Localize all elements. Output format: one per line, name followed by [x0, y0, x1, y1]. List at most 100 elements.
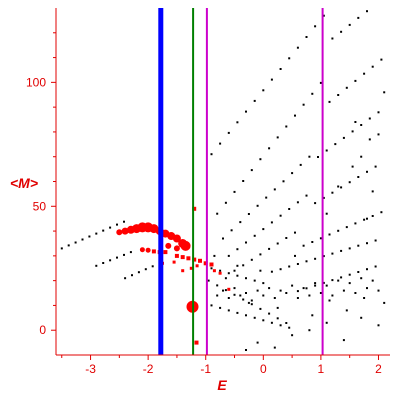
black-point [337, 279, 340, 282]
black-point [380, 211, 383, 214]
black-point [285, 292, 288, 294]
black-point [314, 202, 317, 205]
y-axis-ticks: 0 50 100 [26, 32, 56, 337]
black-point [210, 153, 213, 156]
black-point [348, 282, 351, 285]
black-point [259, 307, 262, 310]
black-point [294, 231, 296, 234]
black-point [296, 263, 299, 265]
black-point [305, 36, 308, 38]
black-point [230, 229, 233, 232]
black-point [366, 10, 368, 13]
black-point [250, 258, 253, 261]
black-point [279, 214, 282, 217]
black-point [245, 110, 247, 113]
red-point [116, 229, 123, 236]
black-point [314, 282, 317, 285]
red-point [192, 257, 197, 262]
black-point [291, 172, 294, 175]
vertical-lines [158, 8, 324, 355]
x-tick-label: 0 [260, 362, 267, 376]
black-point [95, 232, 98, 235]
black-point [340, 249, 343, 252]
black-point [262, 319, 265, 322]
red-point [227, 287, 231, 291]
black-point [239, 294, 242, 297]
black-point [357, 244, 360, 247]
black-point [345, 86, 348, 89]
black-point [259, 253, 262, 256]
black-point [383, 91, 386, 94]
black-point [342, 289, 345, 292]
black-point [253, 234, 256, 237]
black-point [305, 194, 308, 197]
black-point [129, 251, 132, 254]
black-point [282, 180, 285, 183]
black-point [305, 287, 308, 290]
red-point [186, 256, 191, 261]
red-point [209, 262, 214, 267]
black-point [67, 244, 70, 247]
black-point [242, 298, 245, 301]
black-point [250, 169, 253, 172]
x-tick-label: 2 [375, 362, 382, 376]
black-point [219, 306, 222, 309]
black-point [102, 229, 105, 232]
black-point [371, 190, 374, 193]
black-point [247, 213, 250, 215]
black-point [360, 124, 363, 126]
black-point [363, 218, 366, 221]
black-point [242, 264, 245, 267]
black-point [279, 68, 282, 70]
black-point [342, 339, 345, 342]
black-point [259, 269, 262, 272]
black-point [325, 284, 328, 287]
black-point [308, 294, 311, 297]
black-point [124, 277, 127, 280]
red-point [145, 247, 151, 253]
black-point [345, 309, 348, 312]
black-point [239, 221, 242, 224]
black-point [374, 265, 377, 268]
black-point [348, 23, 351, 26]
red-point [163, 250, 168, 255]
black-point [245, 292, 247, 294]
black-point [371, 279, 374, 282]
red-point [194, 340, 199, 345]
black-point [331, 294, 334, 297]
x-tick-label: -1 [200, 362, 211, 376]
black-point [233, 287, 236, 290]
black-point [268, 312, 271, 315]
black-point [348, 247, 351, 250]
black-point [265, 196, 268, 199]
black-point [222, 289, 224, 292]
black-point [331, 191, 334, 194]
black-point [296, 290, 299, 293]
black-point [383, 301, 386, 304]
black-point [317, 156, 319, 158]
black-point [296, 297, 299, 299]
black-point [331, 37, 334, 40]
black-point [366, 242, 368, 245]
black-point [328, 299, 331, 302]
black-point [268, 247, 271, 250]
black-point [270, 321, 273, 324]
black-point [213, 254, 216, 257]
black-point [314, 257, 317, 260]
black-point [262, 282, 265, 285]
black-point [305, 260, 308, 263]
black-point [325, 321, 328, 324]
red-point [180, 255, 185, 260]
black-point [131, 274, 133, 277]
black-point [236, 311, 239, 314]
black-point [368, 117, 371, 120]
black-point [207, 279, 210, 282]
black-point [322, 255, 325, 258]
black-point [368, 138, 371, 141]
y-axis-title: <M> [10, 175, 38, 191]
black-point [351, 165, 354, 168]
black-point [227, 131, 230, 134]
black-point [250, 303, 253, 306]
black-point [279, 324, 282, 327]
